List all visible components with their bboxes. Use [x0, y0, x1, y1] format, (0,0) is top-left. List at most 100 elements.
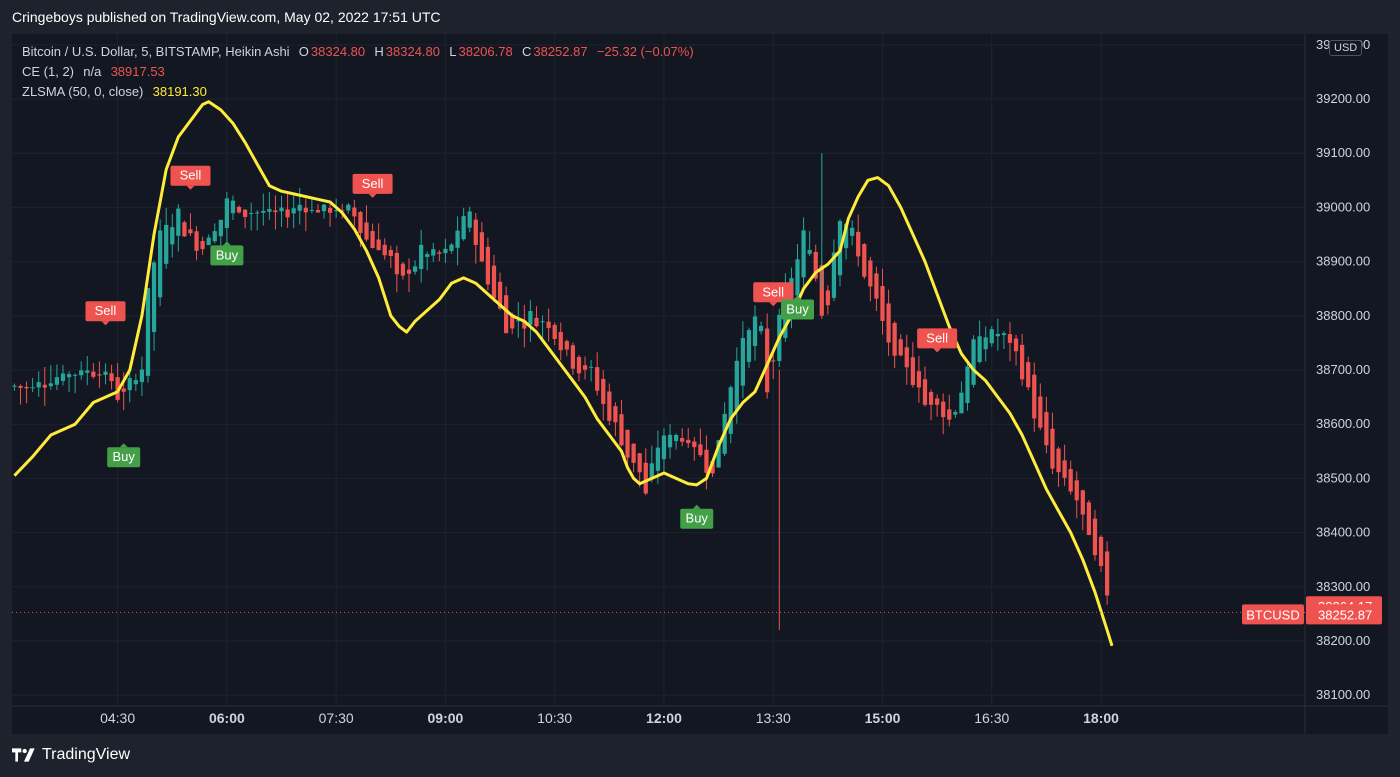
buy-signal-tag: [781, 299, 815, 320]
legend-zlsma-row[interactable]: ZLSMA (50, 0, close) 38191.30: [22, 84, 209, 99]
candle-body: [1104, 551, 1110, 596]
sell-signal-tag: [753, 282, 794, 303]
y-tick-label: 38500.00: [1316, 470, 1370, 485]
candle-body: [510, 314, 515, 329]
y-tick-label: 38700.00: [1316, 362, 1370, 377]
candle-body: [382, 244, 387, 256]
candle-body: [42, 384, 47, 388]
legend-symbol[interactable]: Bitcoin / U.S. Dollar, 5, BITSTAMP, Heik…: [22, 44, 290, 59]
x-tick-label: 09:00: [428, 710, 464, 726]
price-tag-value: 38252.87: [1318, 607, 1372, 622]
candle-body: [746, 330, 752, 362]
x-tick-label: 04:30: [100, 710, 135, 726]
candle-body: [182, 222, 187, 237]
candle-body: [977, 336, 982, 363]
candle-body: [795, 259, 800, 296]
candle-body: [813, 251, 818, 279]
buy-signal-tag: [107, 447, 141, 468]
candle-body: [516, 320, 521, 322]
candle-body: [346, 204, 351, 211]
candle-body: [443, 248, 448, 254]
legend-close-label: C: [521, 44, 532, 59]
buy-signal-pointer: [692, 504, 701, 509]
time-axis[interactable]: [12, 706, 1388, 734]
y-tick-label: 38800.00: [1316, 308, 1370, 323]
candle-body: [989, 329, 994, 344]
candle-body: [97, 374, 102, 376]
candle-body: [212, 231, 217, 242]
legend-ce-na: n/a: [83, 64, 102, 79]
candle-body: [236, 206, 242, 213]
sell-signal-label: Sell: [180, 168, 202, 183]
legend-ce-row[interactable]: CE (1, 2) n/a 38917.53: [22, 64, 167, 79]
candle-body: [352, 207, 357, 217]
candle-body: [613, 406, 618, 423]
candle-body: [643, 462, 648, 494]
candle-body: [716, 440, 721, 468]
sell-signal-label: Sell: [926, 330, 948, 345]
candle-body: [935, 398, 940, 405]
candle-body: [176, 208, 181, 236]
x-tick-label: 12:00: [646, 710, 682, 726]
candle-body: [916, 371, 922, 388]
candle-body: [625, 429, 630, 458]
y-tick-label: 39100.00: [1316, 145, 1370, 160]
candle-body: [850, 227, 855, 236]
published-header: Cringeboys published on TradingView.com,…: [12, 9, 441, 25]
candle-body: [1013, 338, 1019, 352]
x-tick-label: 15:00: [865, 710, 901, 726]
candle-body: [983, 337, 988, 350]
candle-body: [261, 210, 266, 213]
candle-body: [376, 239, 381, 251]
candle-body: [127, 378, 132, 391]
candle-body: [1026, 362, 1031, 388]
candle-body: [79, 370, 84, 376]
candle-body: [771, 360, 776, 362]
candle-body: [242, 209, 248, 217]
currency-button[interactable]: USD: [1329, 40, 1363, 56]
legend-change: −25.32 (−0.07%): [596, 44, 694, 59]
candle-body: [874, 273, 879, 299]
sell-signal-tag: [170, 165, 211, 186]
candle-body: [673, 434, 679, 442]
candle-body: [309, 209, 315, 211]
sell-signal-tag: [352, 173, 393, 194]
candle-body: [157, 230, 163, 298]
candle-body: [103, 371, 108, 375]
candle-body: [18, 385, 23, 388]
y-tick-label: 38200.00: [1316, 633, 1370, 648]
candle-body: [576, 357, 582, 374]
candle-body: [892, 322, 897, 356]
candle-body: [1007, 334, 1013, 343]
candle-body: [145, 288, 151, 376]
candle-body: [491, 265, 497, 299]
candle-body: [12, 385, 17, 387]
x-tick-label: 13:30: [756, 710, 791, 726]
candle-body: [928, 392, 934, 405]
candle-body: [740, 338, 746, 386]
candle-body: [965, 366, 970, 404]
brand-name: TradingView: [42, 746, 131, 763]
candle-body: [661, 435, 667, 460]
price-tag: [1306, 604, 1382, 625]
candle-body: [1001, 333, 1007, 336]
buy-signal-pointer: [793, 295, 802, 300]
candle-body: [188, 229, 193, 234]
price-axis[interactable]: [1305, 34, 1388, 706]
candle-body: [255, 212, 260, 214]
candle-body: [801, 230, 806, 278]
x-axis-labels: 04:30 06:00 07:30 09:00 10:30 12:00 13:30 15:00…: [100, 710, 1119, 726]
candle-body: [922, 379, 928, 405]
legend-high: 38324.80: [385, 44, 441, 59]
candle-body: [170, 227, 175, 245]
x-tick-label: 18:00: [1083, 710, 1119, 726]
candle-body: [1044, 412, 1049, 446]
candle-body: [1074, 480, 1079, 501]
sell-signal-pointer: [368, 193, 377, 198]
candle-body: [297, 204, 302, 211]
candle-body: [552, 324, 557, 339]
tradingview-footer[interactable]: TradingView: [12, 746, 130, 764]
candle-body: [1086, 502, 1092, 535]
